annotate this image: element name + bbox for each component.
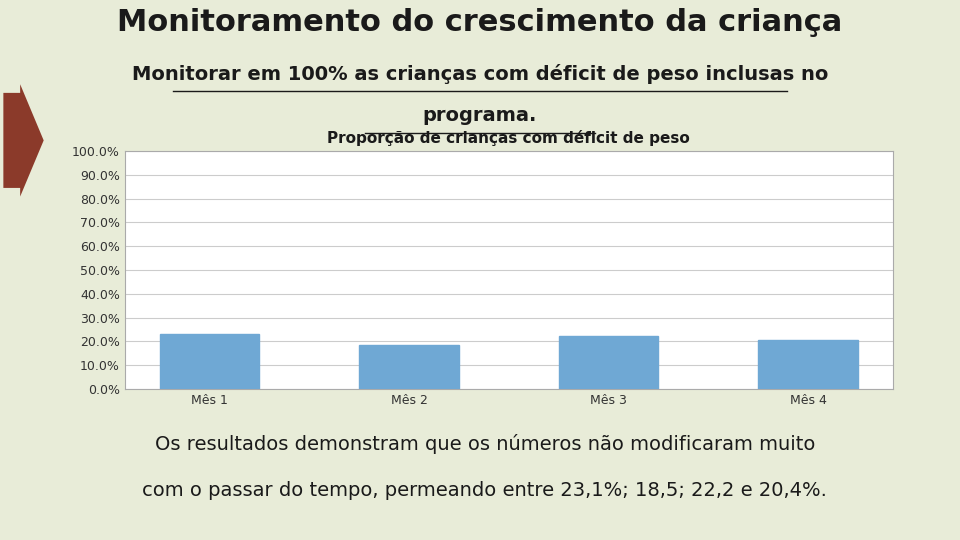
Bar (758, 340, 858, 389)
Bar (159, 334, 259, 389)
Text: Monitorar em 100% as crianças com déficit de peso inclusas no: Monitorar em 100% as crianças com défici… (132, 64, 828, 84)
Bar (359, 345, 459, 389)
Text: Monitoramento do crescimento da criança: Monitoramento do crescimento da criança (117, 8, 843, 37)
Title: Proporção de crianças com déficit de peso: Proporção de crianças com déficit de pes… (327, 130, 690, 146)
Bar (559, 336, 659, 389)
Text: com o passar do tempo, permeando entre 23,1%; 18,5; 22,2 e 20,4%.: com o passar do tempo, permeando entre 2… (142, 481, 828, 500)
FancyArrow shape (4, 84, 44, 197)
Text: Os resultados demonstram que os números não modificaram muito: Os resultados demonstram que os números … (155, 434, 815, 454)
Text: programa.: programa. (422, 106, 538, 125)
